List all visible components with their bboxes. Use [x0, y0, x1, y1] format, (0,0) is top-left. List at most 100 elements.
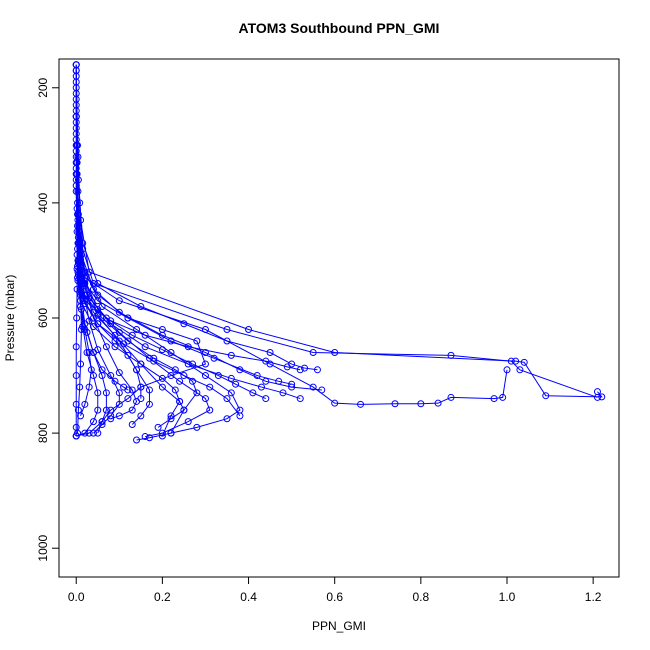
data-point	[275, 377, 283, 385]
y-axis-label: Pressure (mbar)	[3, 275, 17, 362]
data-point	[447, 393, 455, 401]
data-point	[158, 346, 166, 354]
profile-series	[72, 72, 511, 408]
profile-series	[72, 159, 244, 420]
y-tick-label: 200	[36, 77, 50, 97]
data-point	[141, 433, 149, 441]
data-point	[249, 389, 257, 397]
series-line	[75, 128, 138, 420]
data-point	[357, 400, 365, 408]
data-point	[214, 372, 222, 380]
data-point	[158, 432, 166, 440]
data-point	[189, 377, 197, 385]
data-point	[145, 400, 153, 408]
data-point	[245, 326, 253, 334]
data-point	[124, 395, 132, 403]
data-point	[74, 277, 82, 285]
data-point	[145, 434, 153, 442]
data-point	[115, 389, 123, 397]
profile-series	[72, 78, 321, 374]
data-point	[223, 415, 231, 423]
data-point	[128, 406, 136, 414]
data-point	[89, 429, 97, 437]
y-tick-label: 400	[36, 193, 50, 213]
y-tick-label: 1000	[36, 535, 50, 562]
data-point	[223, 395, 231, 403]
data-point	[154, 423, 162, 431]
data-point	[141, 343, 149, 351]
data-point	[490, 395, 498, 403]
data-point	[262, 395, 270, 403]
data-point	[102, 406, 110, 414]
data-point	[167, 429, 175, 437]
data-point	[313, 366, 321, 374]
data-point	[266, 349, 274, 357]
data-point	[124, 386, 132, 394]
data-point	[176, 377, 184, 385]
data-point	[94, 406, 102, 414]
data-point	[309, 349, 317, 357]
data-point	[141, 331, 149, 339]
data-point	[89, 349, 97, 357]
data-point	[417, 400, 425, 408]
data-point	[193, 389, 201, 397]
data-point	[180, 372, 188, 380]
data-point	[227, 351, 235, 359]
data-point	[257, 383, 265, 391]
data-point	[72, 67, 80, 75]
data-point	[85, 429, 93, 437]
series-line	[75, 70, 603, 398]
data-point	[77, 412, 85, 420]
data-point	[593, 388, 601, 396]
data-point	[83, 328, 91, 336]
data-point	[137, 412, 145, 420]
data-point	[542, 392, 550, 400]
data-point	[391, 400, 399, 408]
data-point	[128, 386, 136, 394]
plot-frame	[58, 58, 620, 578]
x-tick-label: 0.4	[240, 590, 257, 604]
data-point	[133, 366, 141, 374]
data-point	[87, 366, 95, 374]
data-point	[279, 389, 287, 397]
data-point	[206, 406, 214, 414]
series-line	[75, 82, 318, 371]
data-point	[232, 380, 240, 388]
data-point	[137, 395, 145, 403]
data-point	[193, 423, 201, 431]
data-point	[94, 429, 102, 437]
data-point	[102, 343, 110, 351]
data-point	[201, 349, 209, 357]
data-point	[201, 395, 209, 403]
data-point	[81, 400, 89, 408]
data-point	[115, 400, 123, 408]
data-point	[309, 383, 317, 391]
data-point	[120, 340, 128, 348]
data-point	[111, 377, 119, 385]
data-point	[107, 372, 115, 380]
y-tick-label: 600	[36, 308, 50, 328]
x-tick-label: 0.2	[154, 590, 171, 604]
series-line	[75, 145, 99, 437]
data-point	[512, 357, 520, 365]
data-point	[77, 360, 85, 368]
data-point	[107, 412, 115, 420]
data-point	[516, 366, 524, 374]
data-point	[288, 380, 296, 388]
x-axis: 0.0 0.2 0.4 0.6 0.8 1.0 1.2	[68, 576, 602, 604]
series-line	[75, 156, 266, 400]
data-point	[85, 383, 93, 391]
data-point	[98, 314, 106, 322]
data-point	[520, 358, 528, 366]
data-point	[499, 393, 507, 401]
data-point	[184, 418, 192, 426]
data-point	[98, 366, 106, 374]
data-point	[77, 305, 85, 313]
data-point	[115, 308, 123, 316]
data-point	[167, 372, 175, 380]
x-tick-label: 1.0	[499, 590, 516, 604]
data-point	[598, 393, 606, 401]
data-point	[503, 366, 511, 374]
x-tick-label: 0.0	[68, 590, 85, 604]
